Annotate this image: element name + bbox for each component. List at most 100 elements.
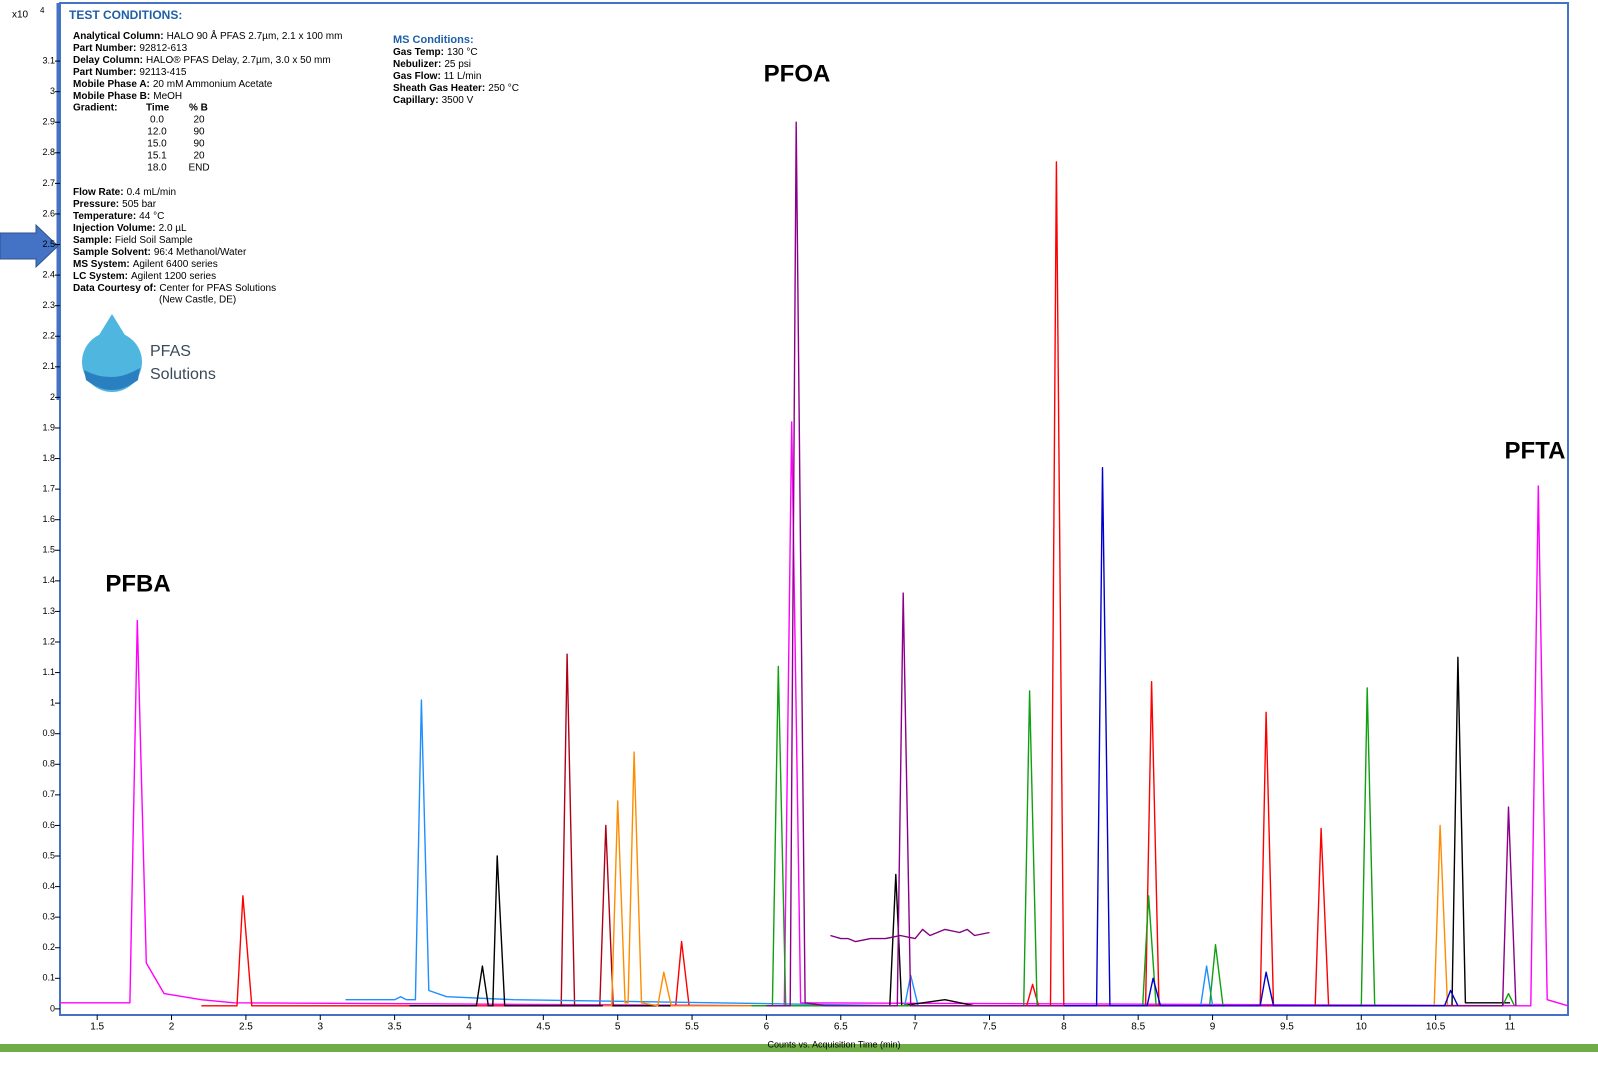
arrow [0, 223, 59, 269]
condition-value: 505 bar [122, 199, 157, 210]
condition-value: 2.0 µL [159, 223, 187, 234]
y-tick-label: 2.5 [42, 239, 55, 249]
gradient-cell: 20 [193, 115, 205, 126]
gradient-cell: 15.0 [147, 139, 167, 150]
traces [60, 121, 1569, 1007]
x-tick-label: 5.5 [685, 1022, 699, 1033]
x-tick-label: 9 [1210, 1022, 1216, 1033]
condition-label: Gas Flow: [393, 71, 441, 82]
y-tick-label: 2.3 [42, 300, 55, 310]
condition: Gas Temp: 130 °C [393, 47, 478, 58]
condition-label: Gas Temp: [393, 47, 444, 58]
gradient-cell: 18.0 [147, 163, 167, 174]
condition-value: 11 L/min [444, 71, 482, 82]
x-tick-label: 7.5 [983, 1022, 997, 1033]
condition-label: Part Number: [73, 67, 136, 78]
condition: Sample Solvent: 96:4 Methanol/Water [73, 247, 247, 258]
condition-label: Injection Volume: [73, 223, 156, 234]
y-tick-label: 0.8 [42, 759, 55, 769]
peak-annotation: PFTA [1505, 437, 1566, 464]
y-tick-label: 3 [50, 86, 55, 96]
x-tick-label: 10 [1356, 1022, 1368, 1033]
condition-value: 20 mM Ammonium Acetate [153, 79, 273, 90]
x-tick-label: 7 [912, 1022, 918, 1033]
x-tick-label: 9.5 [1280, 1022, 1294, 1033]
y-tick-label: 2 [50, 392, 55, 402]
condition-label: LC System: [73, 271, 128, 282]
condition-value: 25 psi [444, 59, 471, 70]
y-tick-label: 1 [50, 698, 55, 708]
gradient-header: Time [146, 103, 170, 114]
gradient-cell: 90 [193, 139, 205, 150]
x-tick-label: 8.5 [1131, 1022, 1145, 1033]
condition: Injection Volume: 2.0 µL [73, 223, 187, 234]
condition-value: Center for PFAS Solutions [159, 283, 276, 294]
condition-label: Sample: [73, 235, 112, 246]
x-tick-label: 3 [317, 1022, 323, 1033]
x-tick-label: 2 [169, 1022, 175, 1033]
condition: Part Number: 92113-415 [73, 67, 187, 78]
condition-label: Flow Rate: [73, 187, 124, 198]
condition: Analytical Column: HALO 90 Å PFAS 2.7µm, … [73, 29, 342, 42]
plot-frame [59, 2, 1569, 1016]
condition: Nebulizer: 25 psi [393, 59, 471, 70]
y-tick-label: 2.2 [42, 331, 55, 341]
condition-value: 3500 V [442, 95, 474, 106]
x-axis-label: Counts vs. Acquisition Time (min) [767, 1039, 900, 1049]
y-tick-label: 0.6 [42, 820, 55, 830]
y-tick-label: 2.7 [42, 178, 55, 188]
ms-title: MS Conditions: [393, 34, 474, 46]
y-tick-label: 1.5 [42, 545, 55, 555]
gradient-cell: 12.0 [147, 127, 167, 138]
condition-label: Analytical Column: [73, 31, 164, 42]
condition-value: MeOH [153, 91, 182, 102]
gradient-label: Gradient: [73, 103, 117, 114]
condition: Gas Flow: 11 L/min [393, 71, 481, 82]
gradient-header: % B [189, 103, 208, 114]
condition: Sheath Gas Heater: 250 °C [393, 83, 519, 94]
test-conditions: TEST CONDITIONS: MS Conditions: PFAS Sol… [69, 8, 519, 392]
condition-label: Pressure: [73, 199, 119, 210]
y-tick-label: 1.1 [42, 667, 55, 677]
y-tick-label: 1.7 [42, 484, 55, 494]
logo-text: Solutions [150, 366, 216, 383]
y-tick-label: 0.3 [42, 912, 55, 922]
y-tick-label: 0.7 [42, 789, 55, 799]
x-tick-label: 6 [764, 1022, 770, 1033]
x-tick-label: 3.5 [388, 1022, 402, 1033]
condition-value: 0.4 mL/min [127, 187, 176, 198]
y-tick-label: 1.8 [42, 453, 55, 463]
condition-label: Sheath Gas Heater: [393, 83, 485, 94]
logo-tip [96, 314, 128, 340]
logo-text: PFAS [150, 343, 191, 360]
x-tick-label: 10.5 [1426, 1022, 1446, 1033]
condition-note: (New Castle, DE) [159, 295, 236, 306]
trace [830, 928, 990, 943]
trace [1063, 467, 1459, 1007]
y-tick-label: 1.9 [42, 422, 55, 432]
condition-value: 130 °C [447, 47, 478, 58]
condition-label: Nebulizer: [393, 59, 441, 70]
y-tick-label: 3.1 [42, 55, 55, 65]
y-tick-label: 1.2 [42, 636, 55, 646]
trace [60, 421, 1569, 1007]
condition: Data Courtesy of: Center for PFAS Solutio… [73, 283, 276, 294]
condition-label: Part Number: [73, 43, 136, 54]
y-tick-label: 0.4 [42, 881, 55, 891]
condition-value: 92113-415 [139, 67, 187, 78]
y-tick-label: 2.8 [42, 147, 55, 157]
logo-wave [84, 368, 140, 390]
gradient-cell: 90 [193, 127, 205, 138]
condition: LC System: Agilent 1200 series [73, 271, 216, 282]
peak-annotation: PFOA [764, 60, 831, 87]
y-tick-label: 0.5 [42, 850, 55, 860]
x-tick-label: 4.5 [536, 1022, 550, 1033]
trace [766, 121, 1517, 1007]
condition: Flow Rate: 0.4 mL/min [73, 187, 176, 198]
y-tick-label: 2.1 [42, 361, 55, 371]
condition: MS System: Agilent 6400 series [73, 259, 218, 270]
condition-value: HALO 90 Å PFAS 2.7µm, 2.1 x 100 mm [167, 29, 343, 42]
y-tick-label: 2.4 [42, 269, 55, 279]
y-exponent: 4 [40, 6, 45, 15]
